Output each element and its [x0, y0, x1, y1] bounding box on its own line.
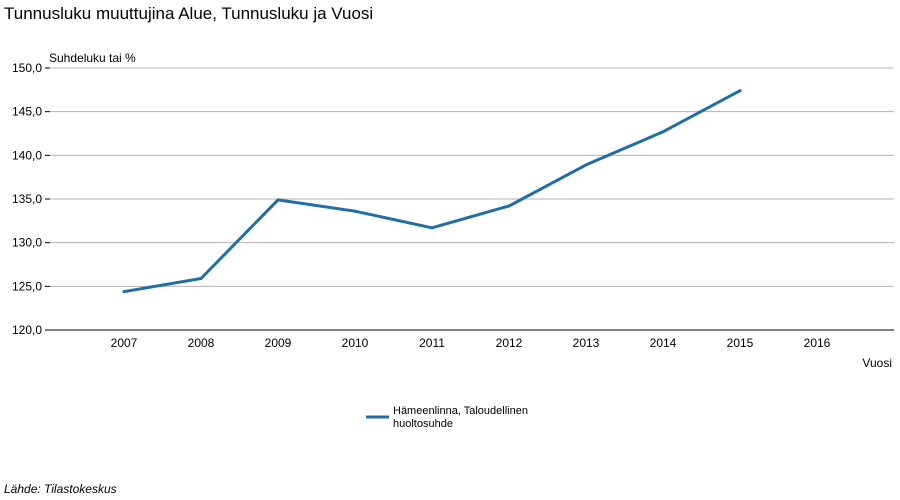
x-tick-label: 2015 [727, 336, 754, 350]
grid [45, 67, 894, 331]
y-tick-label: 150,0 [12, 61, 42, 75]
x-tick-label: 2009 [265, 336, 292, 350]
data-point [507, 204, 511, 208]
x-tick-label: 2007 [111, 336, 138, 350]
data-point [122, 290, 126, 294]
y-tick-label: 135,0 [12, 192, 42, 206]
y-tick-label: 125,0 [12, 279, 42, 293]
y-tick-label: 130,0 [12, 236, 42, 250]
x-axis-label: Vuosi [862, 356, 892, 370]
legend: Hämeenlinna, Taloudellinen huoltosuhde [366, 405, 531, 430]
x-tick-label: 2014 [650, 336, 677, 350]
data-point [738, 89, 742, 93]
data-point [276, 198, 280, 202]
data-point [199, 276, 203, 280]
legend-label-line-2: huoltosuhde [393, 418, 453, 430]
y-tick-label: 120,0 [12, 323, 42, 337]
data-point [353, 209, 357, 213]
x-tick-label: 2016 [804, 336, 831, 350]
y-axis-ticks: 120,0 125,0 130,0 135,0 140,0 145,0 150,0 [12, 61, 42, 337]
source-note: Lähde: Tilastokeskus [4, 482, 117, 496]
x-tick-label: 2008 [188, 336, 215, 350]
data-point [661, 130, 665, 134]
data-point [430, 226, 434, 230]
chart-title: Tunnusluku muuttujina Alue, Tunnusluku j… [4, 4, 373, 23]
x-tick-label: 2010 [342, 336, 369, 350]
series-line [122, 89, 742, 294]
legend-label: Hämeenlinna, Taloudellinen huoltosuhde [393, 405, 531, 430]
y-tick-label: 140,0 [12, 148, 42, 162]
x-tick-label: 2013 [573, 336, 600, 350]
legend-label-line-1: Hämeenlinna, Taloudellinen [393, 405, 528, 417]
data-point [584, 163, 588, 167]
series-layer [122, 89, 742, 294]
x-axis-ticks: 2007 2008 2009 2010 2011 2012 2013 2014 2015 2016 [111, 336, 831, 350]
y-tick-label: 145,0 [12, 105, 42, 119]
y-axis-label: Suhdeluku tai % [49, 51, 136, 65]
x-tick-label: 2011 [419, 336, 445, 350]
x-tick-label: 2012 [496, 336, 523, 350]
